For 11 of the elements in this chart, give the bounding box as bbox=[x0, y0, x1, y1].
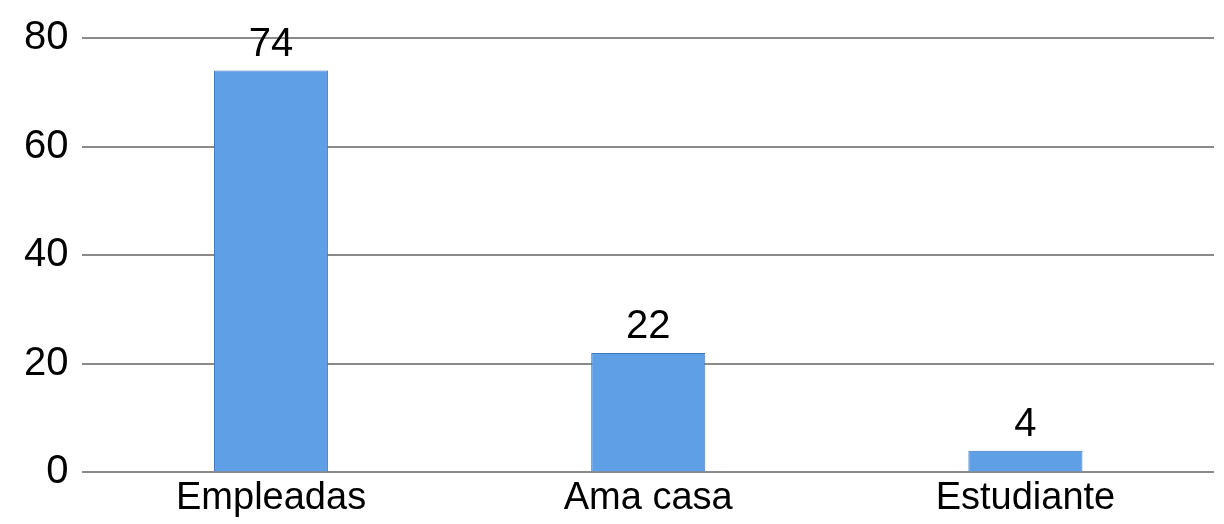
y-tick-label: 80 bbox=[23, 13, 69, 58]
y-tick-label: 60 bbox=[23, 121, 69, 166]
data-label: 22 bbox=[626, 301, 671, 346]
y-tick-label: 20 bbox=[23, 338, 69, 383]
y-tick-label: 40 bbox=[23, 230, 69, 275]
data-label: 4 bbox=[1014, 399, 1037, 444]
data-label: 74 bbox=[248, 19, 294, 64]
x-tick-label: Ama casa bbox=[563, 474, 734, 517]
x-tick-label: Empleadas bbox=[176, 474, 367, 517]
y-tick-label: 0 bbox=[46, 447, 69, 492]
x-tick-label: Estudiante bbox=[935, 474, 1116, 517]
